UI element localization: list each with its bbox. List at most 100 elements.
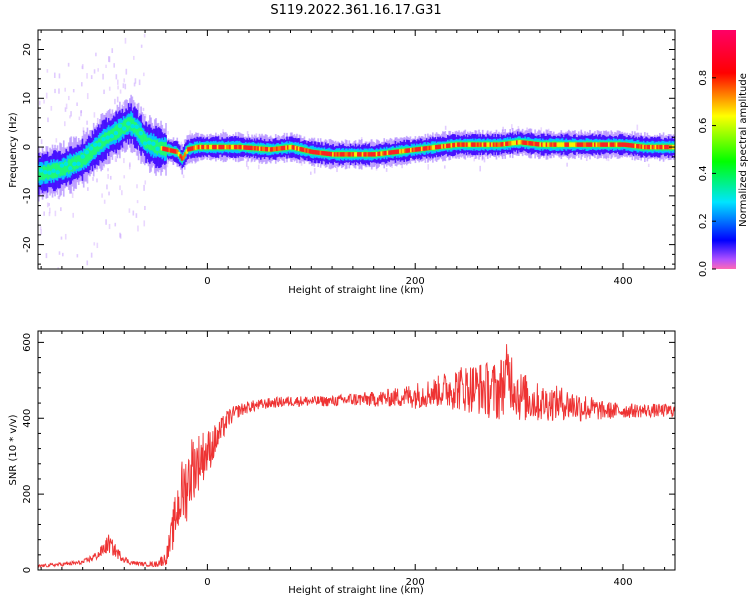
spectrogram-speckle <box>38 100 41 106</box>
spectrogram-ridge-cell <box>385 150 388 156</box>
spectrogram-ridge-cell <box>180 156 184 161</box>
spectrogram-speckle <box>473 158 476 162</box>
spectrogram-ridge-cell <box>339 152 343 157</box>
spectrogram-ridge-cell <box>391 150 394 155</box>
spectrogram-speckle <box>114 156 117 162</box>
spectrogram-ridge-cell <box>523 140 527 145</box>
spectrogram-ridge-cell <box>260 146 263 151</box>
spectrogram-ridge-cell <box>622 142 625 147</box>
spectrogram-blob <box>97 142 102 147</box>
spectrogram-ridge-cell <box>483 142 486 147</box>
spectrogram-ridge-cell <box>558 142 561 147</box>
spectrogram-band-green <box>150 138 152 151</box>
spectrogram-speckle <box>43 99 45 104</box>
spectrogram-panel: 0 200 400 -20 -10 0 10 20 Height of straight li… <box>8 29 676 296</box>
spectrogram-blob <box>88 146 94 151</box>
spectrogram-ridge-cell <box>378 151 382 156</box>
spectrogram-blob <box>76 161 81 166</box>
spectrogram-blob <box>72 161 77 167</box>
spectrogram-ridge-cell <box>193 145 196 151</box>
spectrogram-ridge-cell <box>506 141 510 146</box>
spectrogram-ridge-cell <box>650 144 653 150</box>
spectrogram-ridge-cell <box>179 154 182 159</box>
spectrogram-speckle <box>502 126 504 132</box>
spectrogram-ridge-cell <box>300 147 304 152</box>
spectrogram-ridge-cell <box>166 147 170 152</box>
spectrogram-band-green <box>38 166 40 182</box>
spectrogram-ridge-cell <box>201 144 204 150</box>
spectrogram-ridge-cell <box>341 152 344 157</box>
spectrogram-band-green <box>153 139 156 154</box>
spectrogram-speckle <box>566 162 568 167</box>
spectrogram-ridge-cell <box>240 144 243 150</box>
spectrogram-ridge-cell <box>316 150 319 155</box>
spectrogram-speckle <box>443 165 446 169</box>
spectrogram-ridge-cell <box>364 152 368 157</box>
spectrogram-ridge-cell <box>612 142 616 147</box>
spectrogram-speckle <box>92 177 94 181</box>
colorbar-tick-label: 0.0 <box>698 261 709 277</box>
spectrogram-ridge-cell <box>589 142 592 147</box>
spectrogram-blob <box>155 146 160 151</box>
spectrogram-blob <box>92 142 98 148</box>
spectrogram-speckle <box>517 126 520 131</box>
spectrogram-ridge-cell <box>445 143 449 149</box>
spectrogram-band-green <box>40 166 43 181</box>
spectrogram-ridge-cell <box>383 151 386 156</box>
spectrogram-speckle <box>111 48 114 53</box>
spectrogram-ridge-cell <box>595 142 598 147</box>
chart-title: S119.2022.361.16.17.G31 <box>270 3 441 18</box>
spectrogram-ridge-cell <box>436 144 439 150</box>
spectrogram-speckle <box>95 52 97 57</box>
spectrogram-ridge-cell <box>308 149 312 154</box>
spectrogram-ridge-cell <box>202 144 206 150</box>
spectrogram-speckle <box>258 164 260 170</box>
spectrogram-ridge-cell <box>600 142 603 147</box>
spectrogram-speckle <box>427 164 430 170</box>
spectrogram-band-green <box>90 144 93 160</box>
spectrogram-speckle <box>108 86 111 91</box>
spectrogram-ridge-cell <box>618 142 622 147</box>
spectrogram-speckle <box>86 93 89 100</box>
spectrogram-ridge-cell <box>413 147 416 152</box>
spectrogram-band-green <box>94 141 96 156</box>
spectrogram-ridge-cell <box>547 142 550 147</box>
spectrogram-speckle <box>80 110 83 114</box>
spectrogram-ridge-cell <box>645 144 648 150</box>
spectrogram-band-green <box>39 167 41 180</box>
spectrogram-ridge-cell <box>243 145 246 150</box>
spectrogram-ridge-cell <box>361 152 365 157</box>
spectrogram-ridge-cell <box>505 141 508 147</box>
spectrogram-ridge-cell <box>639 144 642 149</box>
spectrogram-speckle <box>90 252 93 258</box>
spectrogram-band-green <box>64 160 66 176</box>
spectrogram-ridge-cell <box>410 147 413 153</box>
spectrogram-speckle <box>48 207 51 214</box>
spectrogram-blob <box>84 149 90 155</box>
spectrogram-speckle <box>57 267 59 269</box>
spectrogram-ridge-cell <box>314 150 318 155</box>
spectrogram-ridge-cell <box>539 142 542 147</box>
spectrogram-ridge-cell <box>176 149 179 155</box>
spectrogram-ridge-cell <box>229 144 232 150</box>
spectrogram-speckle <box>444 125 447 130</box>
spectrogram-blob <box>134 124 139 129</box>
spectrogram-ridge-cell <box>165 147 168 152</box>
spectrogram-ridge-cell <box>569 142 572 147</box>
spectrogram-ridge-cell <box>238 144 241 150</box>
spectrogram-blob <box>151 141 156 146</box>
spectrogram-speckle <box>58 73 61 79</box>
spectrogram-speckle <box>245 160 248 167</box>
spectrogram-ridge-cell <box>355 152 358 157</box>
spectrogram-speckle <box>114 98 116 105</box>
spectrogram-ridge-cell <box>578 142 581 147</box>
spectrogram-ridge-cell <box>614 142 617 147</box>
spectrogram-speckle <box>81 64 84 70</box>
spectrogram-ridge-cell <box>531 141 534 146</box>
spectrogram-ridge-cell <box>501 142 505 147</box>
spectrogram-blob <box>138 130 144 136</box>
spectrogram-ridge-cell <box>459 142 463 147</box>
spectrogram-ridge-cell <box>530 141 533 146</box>
spectrogram-blob <box>117 123 123 129</box>
